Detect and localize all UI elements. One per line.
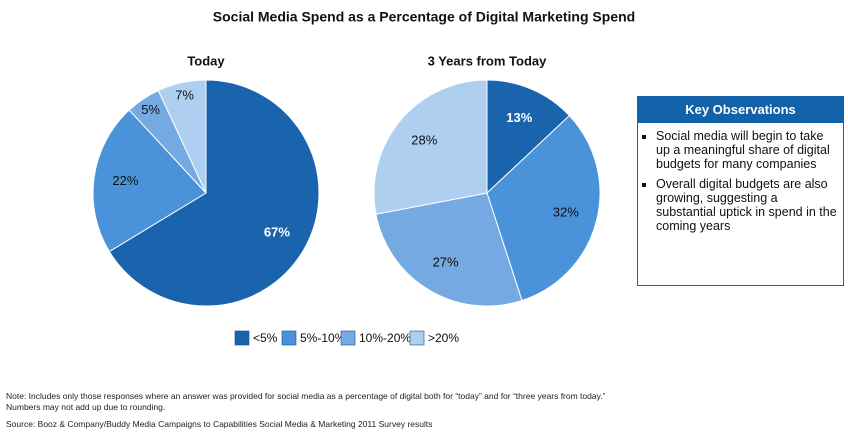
chart-title: Social Media Spend as a Percentage of Di… [213,9,635,25]
pie-slice [486,79,571,195]
legend-swatch [409,330,425,346]
legend-label: >20% [428,331,459,345]
data-label: 32% [553,205,579,220]
observation: Overall digital budgets are also growing… [656,177,839,233]
observation-list: Social media will begin to take up a mea… [656,129,839,233]
pie-slice [375,192,523,307]
observation: Social media will begin to take up a mea… [656,129,839,171]
pie-slice [157,79,207,194]
note: Numbers may not add up due to rounding. [6,402,166,412]
data-label: 22% [112,173,138,188]
source: Source: Booz & Company/Buddy Media Campa… [6,419,433,429]
pie-title: 3 Years from Today [428,53,548,68]
key-observations: Key Observations Social media will begin… [637,96,844,286]
data-label: 7% [175,87,194,102]
pie-slice [373,79,488,215]
legend-swatch [281,330,297,346]
legend-label: 5%-10% [300,331,346,345]
data-label: 67% [264,224,290,239]
note: Note: Includes only those responses wher… [6,391,606,401]
data-label: 5% [141,102,160,117]
key-observations-title: Key Observations [638,97,843,123]
legend-swatch [234,330,250,346]
pie-title: Today [187,53,225,68]
pie-slice [486,114,601,302]
data-label: 27% [433,254,459,269]
legend-label: 10%-20% [359,331,411,345]
pie-slice [92,109,207,253]
data-label: 28% [411,133,437,148]
data-label: 13% [506,110,532,125]
legend-label: <5% [253,331,278,345]
legend-swatch [340,330,356,346]
pie-slice [108,79,320,307]
